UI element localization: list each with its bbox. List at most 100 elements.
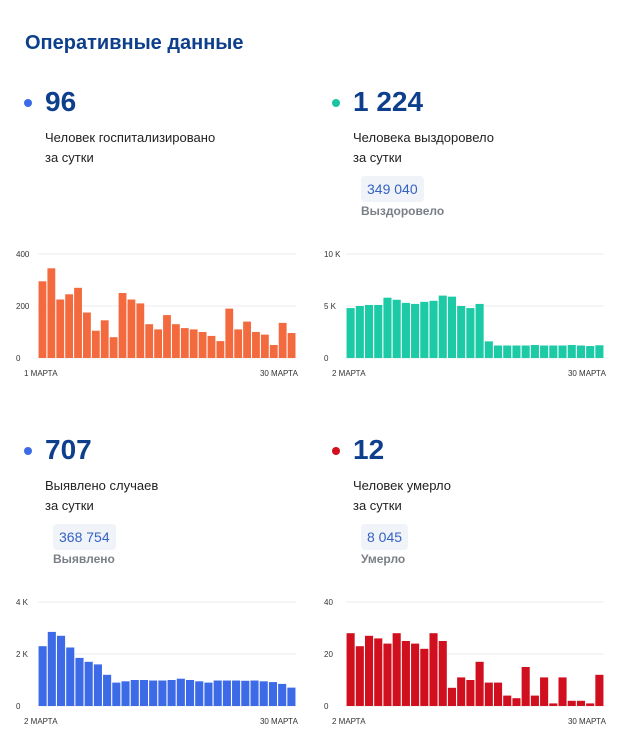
- chart-bar: [241, 680, 250, 706]
- stat-value: 1 224: [353, 86, 424, 117]
- chart-bar: [429, 633, 438, 706]
- chart-bar: [540, 677, 549, 706]
- y-tick-label: 40: [324, 598, 333, 607]
- chart-bar: [100, 320, 109, 358]
- chart-bar: [411, 303, 420, 358]
- chart-bar: [136, 303, 145, 358]
- chart-bar: [74, 287, 82, 358]
- chart-bar: [346, 633, 355, 706]
- x-tick-label-end: 30 МАРТА: [568, 369, 607, 378]
- chart-bar: [252, 332, 260, 358]
- x-tick-label-start: 2 МАРТА: [24, 717, 58, 726]
- chart-bar: [466, 680, 475, 706]
- chart-bar: [158, 680, 167, 706]
- chart-bar: [530, 345, 539, 358]
- stat-caption: Человек госпитализировано за сутки: [45, 128, 215, 168]
- chart-bar: [268, 682, 278, 706]
- chart-bar: [595, 674, 604, 706]
- chart-bar: [438, 295, 447, 358]
- chart-bar: [130, 680, 139, 706]
- chart-bar: [503, 695, 512, 706]
- chart-bar: [112, 682, 121, 706]
- chart-bar: [567, 700, 576, 706]
- chart-bar: [457, 306, 466, 358]
- stat-caption-line2: за сутки: [45, 498, 94, 513]
- y-tick-label: 5 K: [324, 302, 337, 311]
- x-tick-label-start: 2 МАРТА: [332, 717, 366, 726]
- chart-bar: [287, 687, 296, 706]
- y-tick-label: 0: [324, 702, 329, 711]
- chart-bar: [392, 633, 401, 706]
- chart-bar: [383, 297, 392, 358]
- stat-caption-line1: Человека выздоровело: [353, 130, 494, 145]
- y-tick-label: 20: [324, 650, 333, 659]
- chart-bar: [484, 682, 493, 706]
- chart-bar: [374, 638, 383, 706]
- stat-caption-line2: за сутки: [45, 150, 94, 165]
- chart-bar: [185, 680, 195, 706]
- chart-bar: [38, 646, 47, 706]
- status-dot: [24, 99, 32, 107]
- status-dot: [332, 447, 340, 455]
- chart-bar: [65, 294, 74, 358]
- chart-bar: [109, 337, 118, 358]
- chart-bar: [163, 315, 171, 358]
- chart-bar: [198, 332, 207, 358]
- chart-bar: [558, 345, 567, 358]
- total-label: Выявлено: [53, 552, 115, 566]
- chart-bar: [154, 329, 163, 358]
- chart-bar: [512, 345, 521, 358]
- y-tick-label: 200: [16, 302, 30, 311]
- chart-bar: [75, 657, 84, 706]
- stat-value: 707: [45, 434, 92, 465]
- chart-bar: [118, 293, 127, 358]
- total-badge: 349 040: [361, 176, 424, 202]
- chart-bar: [93, 664, 102, 706]
- chart-recovered: 0 5 K 10 K 2 МАРТА 30 МАРТА: [324, 250, 607, 378]
- chart-bar: [521, 667, 530, 706]
- y-tick-label: 0: [16, 354, 21, 363]
- chart-bar: [521, 345, 530, 358]
- chart-bar: [145, 324, 154, 358]
- chart-bar: [121, 681, 130, 706]
- chart-bar: [355, 646, 364, 706]
- y-tick-label: 0: [16, 702, 21, 711]
- stat-caption: Выявлено случаев за сутки: [45, 476, 158, 516]
- chart-bar: [484, 341, 493, 358]
- chart-bar: [503, 345, 512, 358]
- chart-bar: [207, 335, 216, 358]
- chart-hospitalized: 0 200 400 1 МАРТА 30 МАРТА: [16, 250, 299, 378]
- chart-bar: [346, 308, 355, 358]
- chart-bar: [512, 698, 521, 706]
- stat-caption-line1: Человек умерло: [353, 478, 451, 493]
- stat-caption-line1: Человек госпитализировано: [45, 130, 216, 145]
- chart-bar: [83, 312, 91, 358]
- chart-bar: [195, 681, 204, 706]
- chart-bar: [364, 304, 374, 358]
- total-label: Умерло: [361, 552, 406, 566]
- chart-bar: [586, 346, 595, 358]
- chart-bar: [47, 631, 56, 706]
- chart-bar: [447, 296, 457, 358]
- chart-bar: [47, 268, 56, 358]
- chart-bar: [586, 703, 595, 706]
- chart-bar: [287, 333, 296, 358]
- chart-bar: [243, 321, 251, 358]
- chart-bar: [278, 322, 287, 358]
- chart-bar: [225, 308, 234, 358]
- chart-bar: [91, 330, 100, 358]
- chart-bar: [278, 683, 287, 706]
- chart-bar: [66, 647, 75, 706]
- page-title: Оперативные данные: [25, 32, 244, 54]
- chart-bar: [167, 680, 176, 706]
- chart-bar: [475, 661, 484, 706]
- chart-bar: [103, 674, 112, 706]
- chart-bar: [576, 345, 586, 358]
- chart-bar: [176, 678, 185, 706]
- chart-bar: [139, 680, 149, 706]
- chart-bar: [84, 661, 93, 706]
- chart-bar: [401, 302, 410, 358]
- chart-bar: [56, 635, 66, 706]
- chart-bar: [420, 648, 429, 706]
- chart-bar: [234, 329, 243, 358]
